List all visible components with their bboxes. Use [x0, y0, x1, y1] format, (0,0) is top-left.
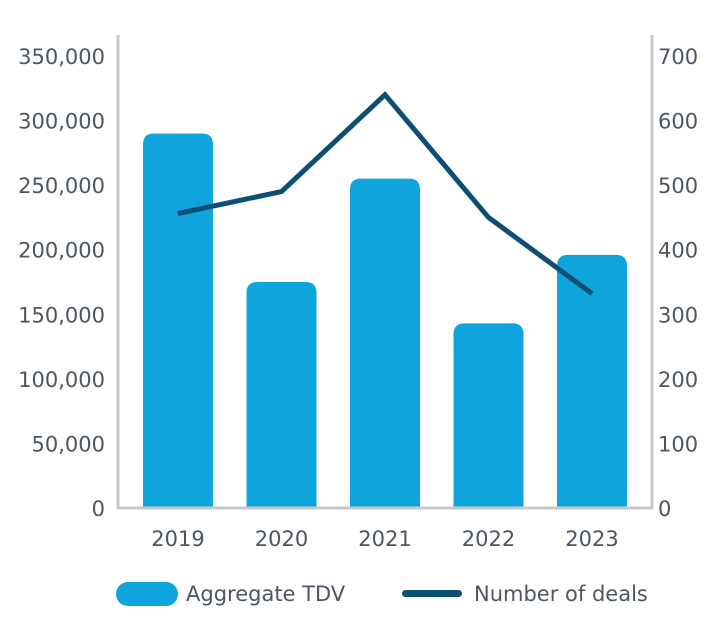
y2-tick-label: 100 [658, 432, 698, 456]
x-tick-label-2022: 2022 [462, 527, 515, 551]
y-tick-label: 50,000 [32, 432, 105, 456]
bar-2023 [557, 254, 627, 508]
legend-label-tdv: Aggregate TDV [186, 582, 346, 606]
y2-tick-label: 600 [658, 110, 698, 134]
y-tick-label: 150,000 [18, 303, 105, 327]
bar-2022 [453, 323, 524, 508]
y-tick-label: 200,000 [18, 239, 105, 263]
y2-tick-label: 300 [658, 303, 698, 327]
y2-tick-label: 0 [658, 497, 671, 521]
y-tick-label: 0 [92, 497, 105, 521]
x-tick-label-2021: 2021 [358, 527, 411, 551]
y2-tick-label: 200 [658, 368, 698, 392]
y-tick-label: 100,000 [18, 368, 105, 392]
x-tick-label-2019: 2019 [151, 527, 204, 551]
y-tick-label: 350,000 [18, 45, 105, 69]
y2-tick-label: 500 [658, 174, 698, 198]
legend-label-deals: Number of deals [474, 582, 648, 606]
bars-layer [143, 133, 627, 508]
y2-tick-label: 400 [658, 239, 698, 263]
line-layer [177, 91, 594, 296]
x-tick-label-2020: 2020 [255, 527, 308, 551]
y-tick-label: 300,000 [18, 110, 105, 134]
y2-tick-label: 700 [658, 45, 698, 69]
legend: Aggregate TDV Number of deals [116, 582, 648, 606]
axes-layer [116, 35, 654, 510]
bar-2020 [246, 282, 317, 508]
bar-2019 [143, 133, 213, 508]
ticks-layer: 0 50,000 100,000 150,000 200,000 250,000 300,0… [18, 45, 698, 551]
legend-bar-swatch [116, 582, 178, 606]
x-tick-label-2023: 2023 [565, 527, 618, 551]
legend-line-swatch [402, 590, 462, 597]
bar-2021 [350, 178, 420, 508]
y-tick-label: 250,000 [18, 174, 105, 198]
